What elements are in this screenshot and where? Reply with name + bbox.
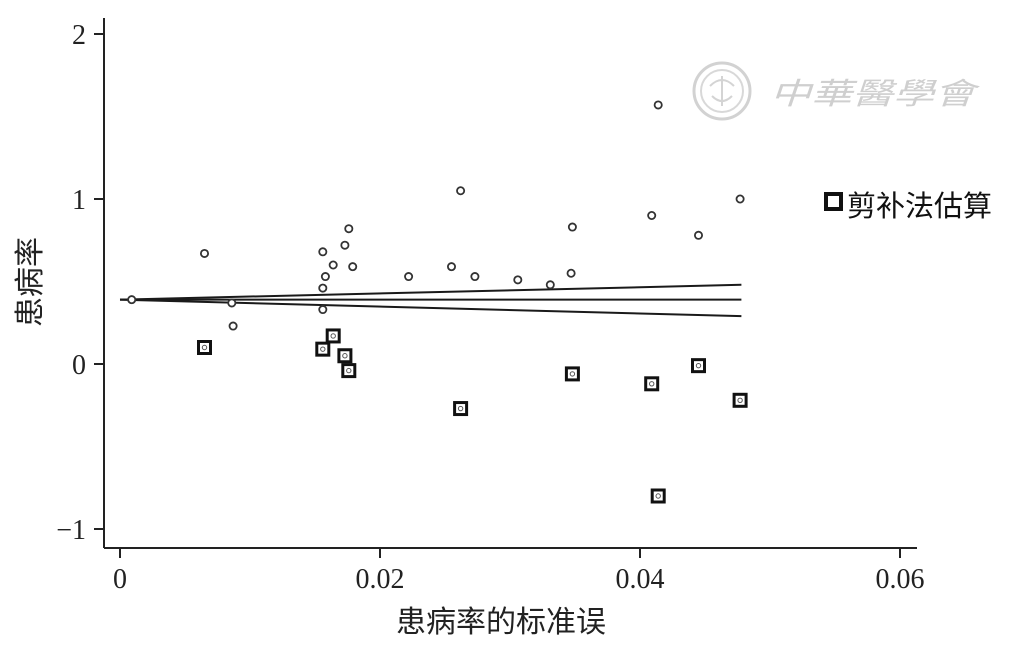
study-point	[513, 275, 523, 285]
imputed-point	[453, 401, 469, 417]
study-point	[694, 230, 704, 240]
study-point	[127, 295, 137, 305]
upper-line	[119, 283, 742, 301]
imputed-point	[315, 341, 331, 357]
study-point	[228, 321, 238, 331]
legend-square-marker	[824, 192, 843, 211]
study-point	[340, 240, 350, 250]
study-point	[566, 268, 576, 278]
study-point	[328, 260, 338, 270]
watermark-seal-icon	[692, 61, 752, 121]
imputed-point-inner	[201, 344, 208, 351]
data-points	[127, 100, 748, 504]
y-tick-label: 1	[72, 185, 86, 216]
y-tick-label: −1	[56, 515, 86, 546]
study-point	[199, 248, 209, 258]
study-point	[653, 100, 663, 110]
x-tick-label: 0.02	[356, 564, 405, 595]
study-point	[545, 280, 555, 290]
x-tick-label: 0	[113, 564, 127, 595]
imputed-point	[337, 348, 353, 364]
study-point	[470, 272, 480, 282]
legend: 剪补法估算	[824, 189, 992, 223]
study-point	[404, 272, 414, 282]
imputed-point-inner	[649, 381, 655, 387]
x-axis-title: 患病率的标准误	[396, 605, 606, 640]
y-tick-label: 2	[72, 20, 86, 51]
watermark-text: 中華醫學會	[770, 77, 980, 112]
imputed-point-inner	[569, 371, 576, 377]
imputed-point	[341, 363, 357, 379]
imputed-point	[691, 358, 706, 374]
imputed-point-inner	[330, 333, 336, 339]
imputed-point-inner	[457, 405, 464, 412]
y-axis-title: 患病率	[13, 237, 48, 327]
axes	[103, 18, 917, 549]
imputed-point	[564, 366, 580, 382]
x-tick-label: 0.06	[876, 564, 925, 595]
x-tick-label: 0.04	[616, 564, 665, 595]
legend-label: 剪补法估算	[847, 189, 992, 223]
imputed-point	[197, 340, 212, 355]
lower-line	[119, 298, 742, 318]
regression-lines	[119, 283, 742, 318]
imputed-point	[732, 392, 748, 408]
study-point	[647, 210, 657, 220]
imputed-point-inner	[346, 367, 352, 374]
study-point	[344, 224, 354, 234]
imputed-point-inner	[342, 353, 348, 359]
study-point	[348, 262, 358, 272]
study-point	[567, 222, 577, 232]
imputed-point-inner	[655, 493, 661, 499]
study-point	[227, 298, 237, 308]
study-point	[318, 305, 328, 315]
y-tick-label: 0	[72, 350, 86, 381]
study-point	[320, 272, 330, 282]
watermark: 中華醫學會	[692, 61, 980, 121]
imputed-point	[325, 328, 341, 344]
imputed-point	[644, 376, 660, 392]
y-axis-ticks: −1 0 1 2	[56, 20, 104, 546]
study-point	[318, 247, 328, 257]
study-point	[446, 262, 456, 272]
imputed-point-inner	[737, 397, 743, 403]
study-point	[456, 186, 466, 196]
imputed-point-inner	[695, 362, 702, 369]
imputed-point	[650, 488, 666, 504]
x-axis-ticks: 0 0.02 0.04 0.06	[113, 548, 925, 595]
study-point	[735, 194, 745, 204]
study-point	[318, 283, 328, 293]
imputed-point-inner	[320, 346, 326, 352]
